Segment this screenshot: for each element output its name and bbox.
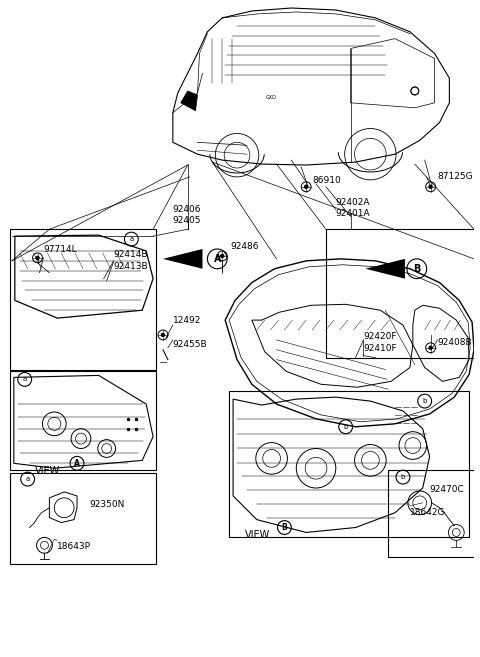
Bar <box>326 229 477 357</box>
Text: 92455B: 92455B <box>173 340 207 349</box>
Circle shape <box>220 254 225 258</box>
Text: VIEW: VIEW <box>35 466 60 476</box>
Text: B: B <box>413 263 420 274</box>
Text: 92350N: 92350N <box>89 500 124 509</box>
Text: A: A <box>74 459 80 468</box>
Text: GXD: GXD <box>266 95 277 101</box>
Text: 92414B: 92414B <box>114 250 148 259</box>
Polygon shape <box>163 249 203 269</box>
Text: b: b <box>401 474 405 480</box>
Text: 92408B: 92408B <box>438 338 472 347</box>
Text: b: b <box>344 424 348 430</box>
Bar <box>229 391 469 537</box>
Text: 92402A: 92402A <box>336 198 370 207</box>
Text: 97714L: 97714L <box>44 245 77 254</box>
Bar <box>10 229 156 371</box>
Circle shape <box>161 332 165 337</box>
Text: 92486: 92486 <box>230 242 259 251</box>
Text: 18643P: 18643P <box>57 542 91 551</box>
Text: 92470C: 92470C <box>430 485 464 494</box>
Text: a: a <box>25 476 30 482</box>
Circle shape <box>428 346 433 350</box>
Text: a: a <box>129 236 133 242</box>
Text: 92406: 92406 <box>172 204 201 214</box>
Text: VIEW: VIEW <box>245 530 270 541</box>
Text: 92410F: 92410F <box>363 344 397 353</box>
Text: 86910: 86910 <box>312 176 341 185</box>
Circle shape <box>304 185 308 189</box>
Circle shape <box>36 256 40 260</box>
Text: 87125G: 87125G <box>438 172 473 181</box>
Text: 92420F: 92420F <box>363 332 397 341</box>
Bar <box>388 470 480 557</box>
Text: 92401A: 92401A <box>336 210 371 219</box>
Text: 18642G: 18642G <box>410 508 445 517</box>
Bar <box>10 473 156 564</box>
Circle shape <box>428 185 433 189</box>
Text: a: a <box>23 376 27 382</box>
Text: A: A <box>214 254 221 264</box>
Text: b: b <box>422 398 427 404</box>
Polygon shape <box>365 259 405 279</box>
Text: 92413B: 92413B <box>114 262 148 271</box>
Text: B: B <box>282 523 288 532</box>
Polygon shape <box>181 91 198 111</box>
Text: 92405: 92405 <box>172 216 201 225</box>
Bar <box>10 371 156 470</box>
Text: 12492: 12492 <box>173 316 201 325</box>
